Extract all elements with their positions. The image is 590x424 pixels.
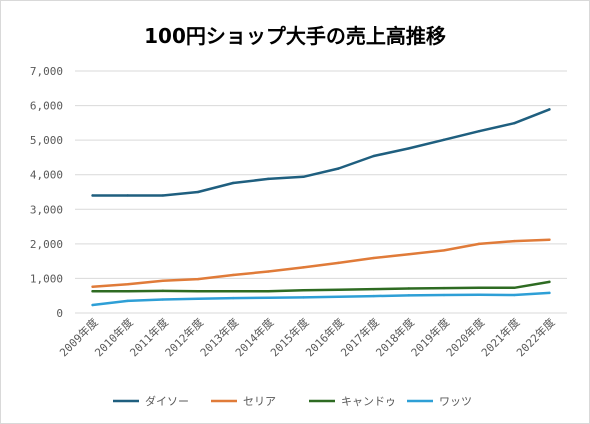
data-point [477, 242, 481, 246]
data-point [161, 289, 165, 293]
y-tick-label: 0 [56, 307, 63, 320]
x-tick-label: 2022年度 [513, 315, 557, 359]
y-tick-label: 3,000 [30, 203, 63, 216]
data-point [442, 293, 446, 297]
legend-label: ダイソー [145, 394, 189, 408]
data-point [407, 294, 411, 297]
series-line [91, 108, 551, 197]
data-point [513, 122, 516, 125]
data-point [337, 261, 340, 265]
y-tick-label: 5,000 [30, 134, 63, 147]
data-point [91, 303, 94, 307]
data-point [161, 194, 165, 197]
data-point [196, 277, 200, 281]
data-point [267, 177, 270, 181]
data-point [196, 290, 200, 293]
data-point [267, 296, 270, 299]
data-point [91, 290, 94, 293]
data-point [267, 290, 270, 293]
data-point [196, 190, 200, 194]
data-point [302, 288, 305, 292]
y-tick-label: 6,000 [30, 100, 63, 113]
data-point [372, 154, 375, 158]
data-point [372, 256, 375, 260]
series-line [91, 291, 551, 307]
series-lines [91, 108, 551, 307]
data-point [267, 270, 270, 273]
y-tick-label: 1,000 [30, 272, 63, 285]
data-point [337, 167, 340, 170]
data-point [372, 287, 375, 291]
y-tick-label: 2,000 [30, 238, 63, 251]
data-point [442, 286, 446, 290]
data-point [477, 129, 481, 133]
data-point [231, 296, 235, 300]
data-point [513, 293, 516, 297]
y-tick-label: 4,000 [30, 169, 63, 182]
y-axis-ticks: 0 1,000 2,000 3,000 4,000 5,000 6,000 7,000 [30, 65, 63, 320]
data-point [126, 290, 129, 293]
data-point [126, 283, 129, 286]
data-point [372, 294, 375, 298]
data-point [231, 290, 235, 293]
data-point [302, 175, 305, 178]
data-point [407, 253, 411, 256]
y-tick-label: 7,000 [30, 65, 63, 78]
x-axis-ticks: 2009年度2010年度2011年度2012年度2013年度2014年度2015… [56, 315, 557, 359]
data-point [407, 287, 411, 290]
chart-title: 100円ショップ大手の売上高推移 [144, 24, 446, 48]
data-point [548, 291, 551, 295]
data-point [302, 296, 305, 299]
data-point [231, 273, 235, 277]
data-point [337, 295, 340, 298]
data-point [91, 285, 94, 288]
legend-label: セリア [243, 395, 276, 408]
data-point [231, 181, 235, 185]
data-point [161, 279, 165, 283]
data-point [513, 239, 516, 243]
data-point [126, 194, 129, 197]
legend-label: キャンドゥ [341, 395, 396, 408]
legend-label: ワッツ [439, 395, 472, 408]
data-point [477, 286, 481, 289]
data-point [513, 286, 516, 289]
data-point [161, 298, 165, 301]
data-point [407, 147, 411, 150]
gridlines [75, 70, 567, 314]
legend: ダイソー セリア キャンドゥ ワッツ [113, 394, 472, 408]
data-point [196, 297, 200, 301]
data-point [548, 280, 551, 284]
data-point [477, 293, 481, 296]
data-point [91, 194, 94, 197]
data-point [548, 238, 551, 241]
series-line [91, 238, 551, 288]
data-point [548, 108, 551, 111]
data-point [337, 288, 340, 292]
data-point [302, 266, 305, 269]
data-point [126, 299, 129, 303]
data-point [442, 138, 446, 141]
series-line [91, 280, 551, 293]
data-point [442, 249, 446, 252]
